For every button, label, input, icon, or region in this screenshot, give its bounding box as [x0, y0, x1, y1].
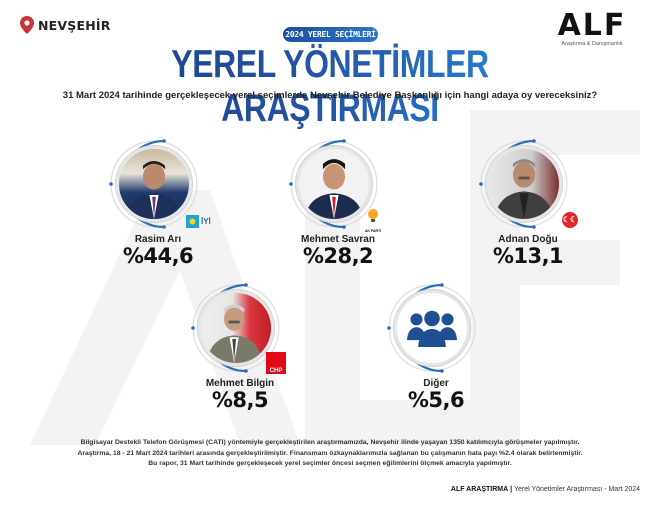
lightbulb-icon	[368, 209, 378, 222]
candidate-card: İYİ Rasim Arı %44,6	[88, 138, 228, 278]
election-badge: 2024 YEREL SEÇİMLERİ	[283, 27, 378, 42]
location-label: NEVŞEHİR	[20, 16, 111, 34]
logo-text: ALF	[557, 8, 627, 43]
logo-subtitle: Araştırma & Danışmanlık	[561, 41, 623, 47]
candidate-card: CHP Mehmet Bilgin %8,5	[170, 282, 310, 422]
title-text: YEREL YÖNETİMLER ARAŞTIRMASI	[59, 43, 600, 131]
map-pin-icon	[20, 16, 34, 34]
candidate-photo	[116, 146, 192, 222]
candidate-percent: %5,6	[407, 388, 465, 412]
sun-icon	[186, 214, 199, 228]
candidate-percent: %28,2	[302, 244, 374, 268]
location-name: NEVŞEHİR	[38, 17, 111, 33]
footer-separator: |	[510, 486, 513, 493]
candidate-percent: %13,1	[492, 244, 564, 268]
candidate-photo	[486, 146, 562, 222]
group-icon	[406, 310, 458, 347]
candidate-percent: %44,6	[122, 244, 194, 268]
candidate-card-other: Diğer %5,6	[366, 282, 506, 422]
candidate-photo	[198, 290, 274, 366]
candidate-percent: %8,5	[211, 388, 269, 412]
alf-logo: ALF Araştırma & Danışmanlık	[546, 8, 638, 48]
footer-report-title: Yerel Yönetimler Araştırması - Mart 2024	[513, 486, 640, 493]
note-line: Bu rapor, 31 Mart tarihinde gerçekleşece…	[148, 460, 512, 467]
group-avatar	[394, 290, 470, 366]
candidate-card: AK PARTİ Mehmet Savran %28,2	[268, 138, 408, 278]
footer-brand: ALF ARAŞTIRMA | Yerel Yönetimler Araştır…	[451, 486, 640, 493]
note-line: Araştırma, 18 - 21 Mart 2024 tarihleri a…	[77, 449, 583, 457]
candidate-card: ☾☾ Adnan Doğu %13,1	[458, 138, 598, 278]
iyi-party-logo: İYİ	[186, 214, 218, 228]
page-title: YEREL YÖNETİMLER ARAŞTIRMASI	[0, 43, 660, 131]
ak-party-logo: AK PARTİ	[364, 208, 382, 233]
note-line: Bilgisayar Destekli Telefon Görüşmesi (C…	[80, 439, 580, 446]
survey-question: 31 Mart 2024 tarihinde gerçekleşecek yer…	[62, 90, 598, 101]
chp-party-logo: CHP	[266, 352, 286, 374]
footer-brand-name: ALF ARAŞTIRMA	[450, 486, 509, 493]
mhp-party-logo: ☾☾	[562, 212, 578, 228]
candidate-photo	[296, 146, 372, 222]
methodology-note: Bilgisayar Destekli Telefon Görüşmesi (C…	[0, 438, 660, 470]
